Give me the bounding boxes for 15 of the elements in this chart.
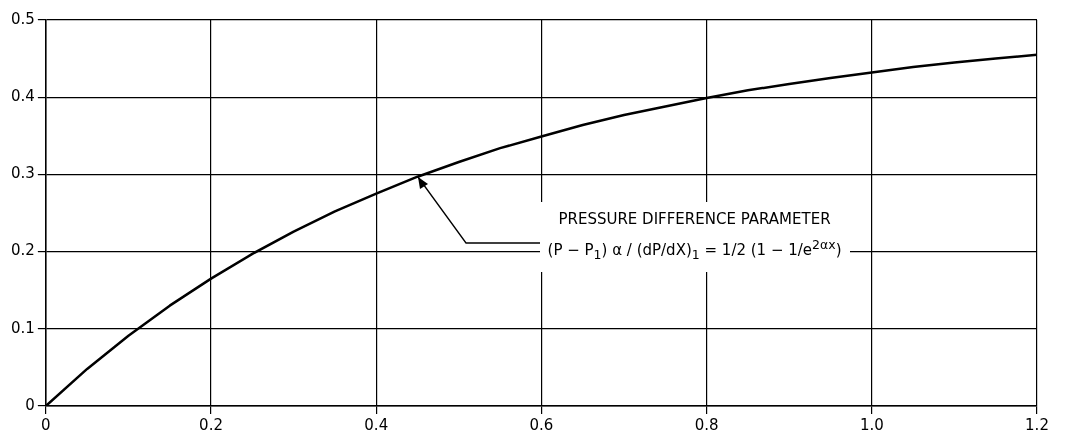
y-tick-label: 0.4 [11, 87, 35, 106]
x-tick-label: 0.8 [694, 415, 719, 434]
y-tick-label: 0.3 [11, 164, 35, 183]
y-tick-label: 0.1 [11, 318, 35, 337]
annotation: (P − P$_{1}$) α / (dP/dX)$_{1}$ = 1/2 (1 − 1/e$^{2αx}$) [547, 235, 842, 264]
y-tick-label: 0 [25, 395, 35, 414]
x-tick-label: 0.4 [364, 415, 389, 434]
y-tick-label: 0.2 [11, 241, 35, 260]
x-tick-label: 1.0 [859, 415, 884, 434]
x-tick-label: 0.6 [529, 415, 554, 434]
y-tick-label: 0.5 [11, 9, 35, 28]
x-tick-label: 1.2 [1025, 415, 1049, 434]
annotation: PRESSURE DIFFERENCE PARAMETER [557, 208, 832, 230]
x-tick-label: 0.2 [199, 415, 223, 434]
x-tick-label: 0 [41, 415, 51, 434]
